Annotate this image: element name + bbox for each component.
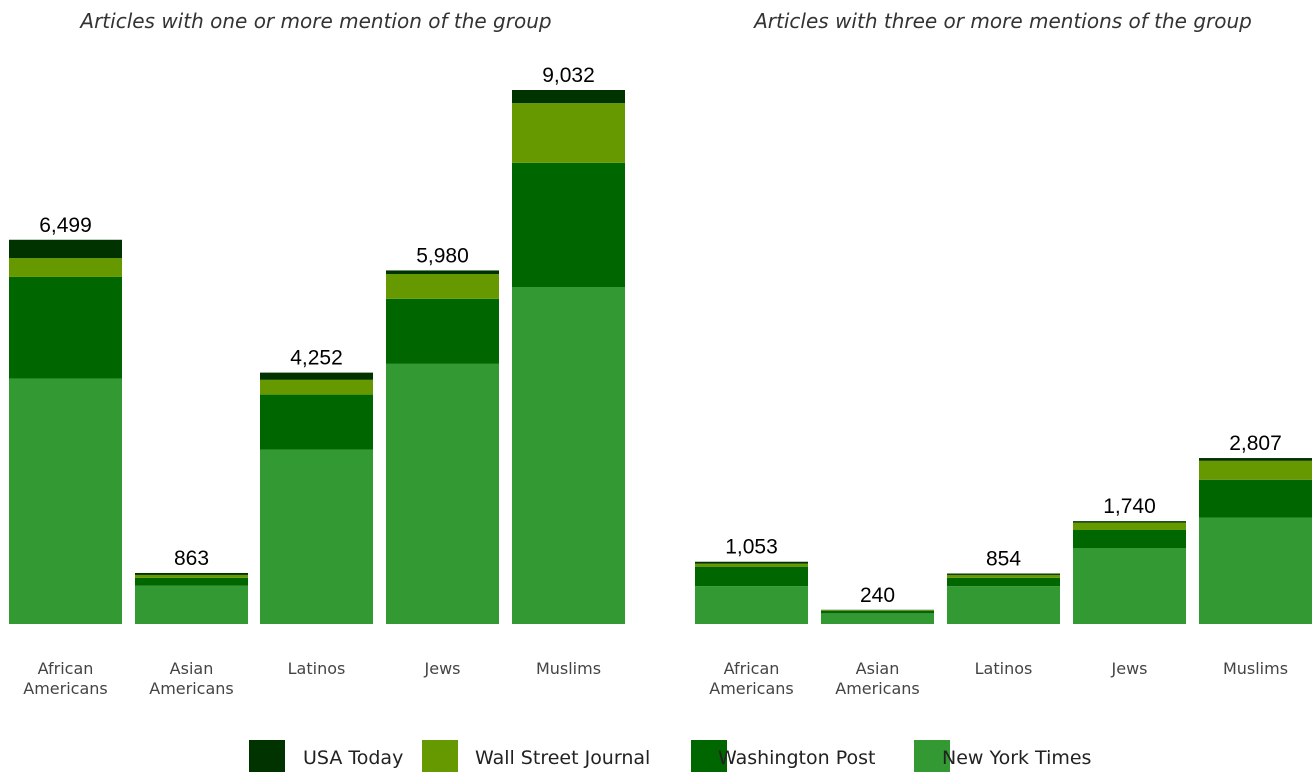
total-label-latinos: 854 — [986, 548, 1021, 571]
category-label-african-americans: African Americans — [709, 659, 793, 698]
bar-segment-wall-street-journal-african-americans — [695, 563, 808, 567]
bar-group-one-or-more: 6,499 African Americans 863 Asian Americans 4,… — [9, 64, 625, 698]
bar-segment-usa-today-jews — [1073, 521, 1186, 523]
bar-segment-new-york-times-asian-americans — [821, 613, 934, 624]
total-label-muslims: 2,807 — [1229, 432, 1282, 455]
panel-title-one-or-more: Articles with one or more mention of the… — [78, 9, 551, 33]
bar-segment-new-york-times-muslims — [512, 287, 625, 624]
bar-segment-washington-post-asian-americans — [821, 610, 934, 614]
legend-swatch-new-york-times — [914, 740, 950, 772]
category-label-asian-americans: Asian Americans — [149, 659, 233, 698]
panel-title-three-or-more: Articles with three or more mentions of … — [752, 9, 1252, 33]
category-label-african-americans: African Americans — [23, 659, 107, 698]
category-label-latinos: Latinos — [975, 659, 1033, 678]
total-label-jews: 1,740 — [1103, 495, 1156, 518]
bar-segment-new-york-times-muslims — [1199, 517, 1312, 624]
bar-segment-usa-today-asian-americans — [135, 572, 248, 575]
total-label-latinos: 4,252 — [290, 347, 343, 370]
bar-segment-washington-post-latinos — [260, 394, 373, 450]
bar-segment-wall-street-journal-asian-americans — [135, 574, 248, 578]
legend-swatch-wall-street-journal — [422, 740, 458, 772]
total-label-muslims: 9,032 — [542, 64, 595, 87]
bar-segment-washington-post-muslims — [512, 162, 625, 287]
bar-segment-washington-post-asian-americans — [135, 577, 248, 586]
bar-segment-new-york-times-latinos — [947, 586, 1060, 624]
bar-segment-washington-post-african-americans — [695, 566, 808, 587]
total-label-jews: 5,980 — [416, 244, 469, 267]
total-label-asian-americans: 240 — [860, 584, 895, 607]
legend-label-usa-today: USA Today — [303, 747, 403, 769]
bar-segment-usa-today-latinos — [260, 372, 373, 380]
category-label-latinos: Latinos — [288, 659, 346, 678]
legend: USA Today Wall Street Journal Washington P… — [249, 740, 1091, 772]
bar-segment-wall-street-journal-asian-americans — [821, 610, 934, 611]
bar-segment-new-york-times-jews — [1073, 548, 1186, 624]
legend-label-wall-street-journal: Wall Street Journal — [475, 747, 650, 769]
bar-group-three-or-more: 1,053 African Americans 240 Asian Americans 85… — [695, 432, 1312, 698]
bar-segment-new-york-times-jews — [386, 363, 499, 624]
bar-segment-new-york-times-african-americans — [695, 586, 808, 624]
category-label-jews: Jews — [1111, 659, 1148, 678]
bar-segment-wall-street-journal-jews — [1073, 522, 1186, 530]
category-label-asian-americans: Asian Americans — [835, 659, 919, 698]
bar-segment-wall-street-journal-african-americans — [9, 258, 122, 277]
bar-segment-washington-post-muslims — [1199, 479, 1312, 518]
bar-segment-wall-street-journal-jews — [386, 273, 499, 299]
legend-swatch-usa-today — [249, 740, 285, 772]
bar-segment-new-york-times-asian-americans — [135, 585, 248, 624]
total-label-african-americans: 1,053 — [725, 536, 778, 559]
bar-segment-usa-today-muslims — [1199, 458, 1312, 461]
legend-label-washington-post: Washington Post — [718, 747, 875, 769]
bar-segment-new-york-times-african-americans — [9, 378, 122, 624]
bar-segment-new-york-times-latinos — [260, 449, 373, 624]
total-label-african-americans: 6,499 — [39, 214, 92, 237]
chart-panel-three-or-more: Articles with three or more mentions of … — [695, 9, 1312, 698]
bar-segment-wall-street-journal-muslims — [1199, 460, 1312, 480]
bar-segment-washington-post-african-americans — [9, 276, 122, 379]
bar-segment-washington-post-jews — [1073, 529, 1186, 549]
bar-segment-wall-street-journal-latinos — [947, 574, 1060, 578]
total-label-asian-americans: 863 — [174, 547, 209, 570]
chart-panel-one-or-more: Articles with one or more mention of the… — [9, 9, 625, 698]
bar-segment-wall-street-journal-latinos — [260, 379, 373, 395]
legend-label-new-york-times: New York Times — [942, 747, 1091, 769]
bar-segment-usa-today-african-americans — [695, 561, 808, 564]
category-label-jews: Jews — [424, 659, 461, 678]
bar-segment-usa-today-jews — [386, 270, 499, 274]
category-label-muslims: Muslims — [1223, 659, 1288, 678]
bar-segment-washington-post-jews — [386, 298, 499, 364]
legend-swatch-washington-post — [691, 740, 727, 772]
category-label-muslims: Muslims — [536, 659, 601, 678]
bar-segment-usa-today-african-americans — [9, 239, 122, 259]
bar-segment-washington-post-latinos — [947, 577, 1060, 587]
bar-segment-wall-street-journal-muslims — [512, 103, 625, 163]
bar-segment-usa-today-latinos — [947, 573, 1060, 575]
bar-segment-usa-today-muslims — [512, 90, 625, 104]
